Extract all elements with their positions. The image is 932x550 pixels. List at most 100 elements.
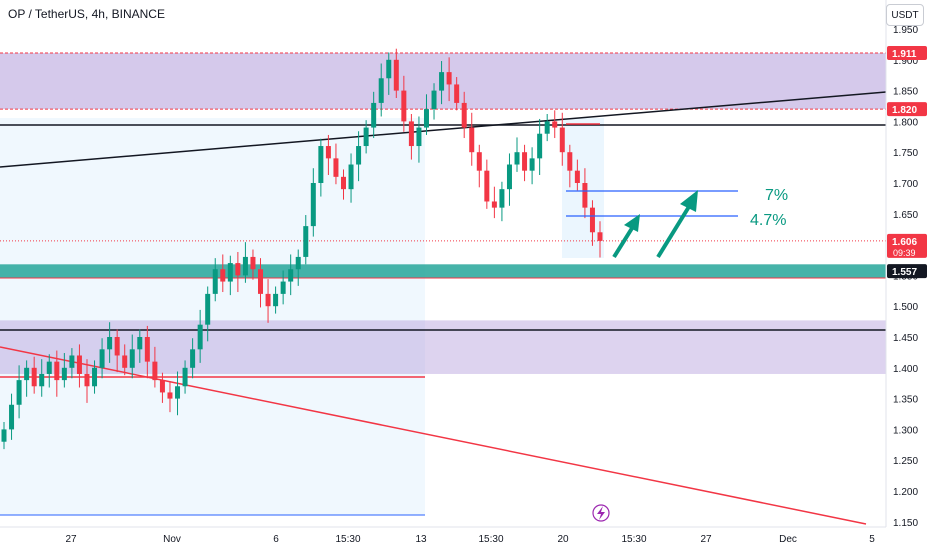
candle-body [137, 337, 143, 350]
candle-body [250, 256, 256, 270]
price-tick-label: 1.500 [893, 302, 918, 313]
candle-body [84, 373, 90, 387]
price-badge-label: 1.911 [892, 49, 917, 60]
price-tick-label: 1.350 [893, 395, 918, 406]
price-tick-label: 1.250 [893, 456, 918, 467]
candle-body [318, 146, 324, 183]
candle-body [469, 127, 475, 153]
candle-body [159, 380, 165, 393]
time-tick-label: 20 [557, 534, 569, 545]
candle-body [295, 256, 301, 270]
price-badge [887, 264, 927, 279]
candle-body [76, 355, 82, 374]
candle-body [280, 281, 286, 294]
candle-body [190, 349, 196, 368]
candle-body [92, 367, 98, 387]
candle-body [288, 269, 294, 282]
candle-body [559, 127, 565, 153]
candle-body [356, 146, 362, 165]
price-badge [887, 233, 927, 258]
time-tick-label: 27 [700, 534, 712, 545]
flash-icon[interactable] [592, 504, 610, 522]
candle-body [514, 152, 520, 165]
price-tick-label: 1.800 [893, 117, 918, 128]
price-tick-label: 1.750 [893, 148, 918, 159]
candle-body [258, 269, 264, 294]
candle-body [431, 90, 437, 110]
candle-body [446, 72, 452, 85]
candle-body [454, 84, 460, 103]
candle-body [340, 176, 346, 190]
price-badge [887, 102, 927, 117]
annotation-7pct: 7% [765, 187, 788, 204]
candle-body [348, 164, 354, 190]
candle-body [439, 72, 445, 91]
price-tick-label: 1.950 [893, 25, 918, 36]
candle-body [597, 232, 603, 241]
candle-body [220, 269, 226, 282]
candle-body [175, 386, 181, 399]
candle-body [386, 59, 392, 79]
price-tick-label: 1.150 [893, 518, 918, 529]
candle-body [484, 170, 490, 202]
candle-body [582, 183, 588, 208]
candle-body [537, 133, 543, 159]
currency-button[interactable]: USDT [886, 4, 924, 26]
candle-body [197, 324, 203, 350]
candle-body [167, 392, 173, 399]
price-tick-label: 1.400 [893, 364, 918, 375]
range-highlight [0, 118, 425, 515]
price-tick-label: 1.450 [893, 333, 918, 344]
time-tick-label: 5 [869, 534, 875, 545]
price-tick-label: 1.850 [893, 87, 918, 98]
candle-body [544, 121, 550, 134]
time-tick-label: 27 [65, 534, 77, 545]
price-tick-label: 1.300 [893, 425, 918, 436]
time-tick-label: 13 [415, 534, 427, 545]
candle-body [499, 189, 505, 208]
arrow-up-icon [612, 214, 640, 259]
candle-body [423, 109, 429, 128]
price-tick-label: 1.900 [893, 56, 918, 67]
candle-body [122, 355, 128, 368]
candle-body [61, 367, 67, 381]
candle-body [9, 404, 15, 430]
candle-body [265, 293, 271, 307]
candle-body [39, 373, 45, 387]
candle-body [529, 158, 535, 171]
candle-body [393, 59, 399, 91]
red-trendline [0, 346, 867, 525]
candle-body [235, 263, 241, 276]
candle-body [144, 337, 150, 362]
price-tick-label: 1.200 [893, 487, 918, 498]
candle-body [461, 102, 467, 128]
candle-body [363, 127, 369, 147]
time-tick-label: 6 [273, 534, 279, 545]
candle-body [1, 429, 7, 442]
candle-body [107, 337, 113, 350]
time-tick-label: Dec [779, 534, 797, 545]
candle-body [552, 121, 558, 128]
candle-body [589, 207, 595, 233]
time-tick-label: 15:30 [478, 534, 503, 545]
candle-body [205, 293, 211, 325]
annotation-4-7pct: 4.7% [750, 212, 786, 229]
candle-body [408, 121, 414, 147]
candle-body [333, 158, 339, 177]
candle-body [182, 367, 188, 387]
candle-body [212, 269, 218, 294]
candle-body [24, 367, 30, 381]
candle-body [31, 367, 37, 387]
candle-body [416, 127, 422, 147]
candle-body [273, 293, 279, 307]
candle-body [371, 102, 377, 128]
candle-body [114, 337, 120, 356]
support-zone [0, 264, 886, 279]
candle-body [506, 164, 512, 190]
time-tick-label: Nov [163, 534, 181, 545]
candle-body [54, 361, 60, 381]
candle-body [325, 146, 331, 159]
candle-body [227, 263, 233, 282]
